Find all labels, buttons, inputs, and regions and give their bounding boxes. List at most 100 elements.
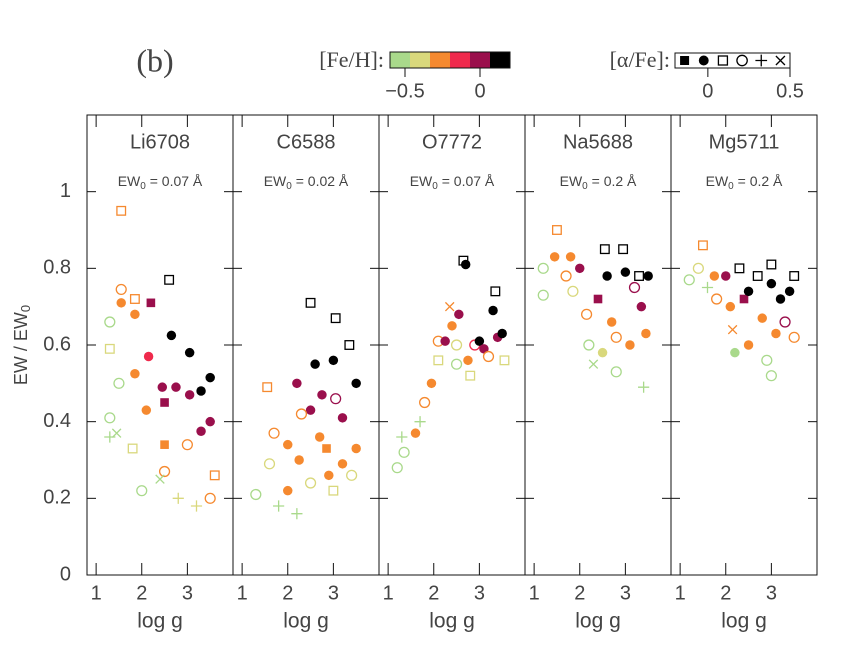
data-point — [610, 331, 622, 343]
data-point — [488, 305, 498, 316]
marker — [499, 355, 510, 366]
alpha-bar-tick-label: 0.5 — [776, 80, 804, 102]
marker — [599, 244, 610, 255]
data-point — [295, 408, 308, 420]
data-point — [643, 271, 653, 281]
marker — [322, 444, 331, 453]
marker — [636, 301, 647, 312]
data-point — [250, 488, 262, 501]
marker — [730, 347, 740, 358]
marker — [317, 390, 327, 400]
data-point — [157, 382, 168, 392]
marker — [426, 378, 437, 389]
marker — [643, 271, 653, 281]
data-point — [190, 500, 203, 512]
marker — [295, 408, 308, 420]
data-point — [766, 259, 777, 270]
data-point — [765, 370, 777, 382]
marker — [351, 378, 361, 389]
data-point — [328, 485, 339, 496]
data-point — [638, 381, 650, 393]
marker — [396, 431, 408, 443]
marker — [610, 366, 622, 378]
marker — [346, 469, 358, 481]
marker — [683, 274, 695, 286]
x-tick-label: 2 — [428, 582, 439, 604]
marker — [701, 281, 714, 294]
data-point — [209, 470, 220, 481]
marker — [310, 359, 320, 369]
marker — [560, 270, 572, 282]
marker — [575, 263, 585, 274]
colorbar-box — [490, 52, 510, 68]
data-point — [351, 443, 361, 454]
data-point — [752, 271, 763, 281]
alpha-legend-marker — [717, 55, 729, 66]
marker — [597, 347, 608, 358]
panel-title: Li6708 — [130, 131, 190, 153]
marker — [721, 271, 731, 281]
data-point — [268, 427, 280, 439]
annotation-text: = 0.2 Å — [734, 173, 783, 189]
data-point — [196, 426, 206, 436]
x-tick-label: 2 — [574, 582, 585, 604]
marker — [734, 263, 745, 274]
data-point — [610, 366, 622, 378]
data-point — [482, 350, 495, 363]
data-point — [606, 317, 617, 327]
data-point — [683, 274, 695, 286]
data-point — [784, 286, 795, 297]
marker — [463, 355, 473, 366]
marker — [537, 262, 549, 274]
alpha-legend-label: [α/Fe]: — [610, 47, 670, 72]
annotation-text: = 0.2 Å — [588, 173, 637, 189]
marker — [166, 330, 177, 341]
data-point — [743, 340, 754, 350]
data-point — [305, 297, 316, 308]
data-point — [779, 316, 791, 328]
data-point — [141, 405, 152, 415]
data-point — [474, 336, 485, 346]
data-point — [196, 386, 206, 396]
data-point — [567, 285, 579, 297]
marker — [184, 347, 195, 358]
marker — [155, 474, 165, 484]
data-point — [351, 378, 361, 389]
marker — [129, 294, 140, 304]
data-point — [344, 340, 355, 350]
data-point — [697, 240, 708, 251]
data-point — [465, 370, 476, 381]
data-point — [113, 377, 125, 389]
marker — [625, 340, 635, 350]
marker — [172, 492, 184, 504]
colorbar-box — [470, 52, 490, 68]
data-point — [419, 396, 431, 409]
data-point — [641, 328, 651, 339]
marker — [727, 324, 738, 335]
data-point — [130, 369, 140, 379]
alpha-legend-marker — [775, 55, 786, 66]
colorbar-frame — [389, 51, 511, 69]
data-point — [410, 428, 421, 438]
marker — [755, 54, 768, 67]
data-point — [160, 440, 169, 449]
annotation-subscript: 0 — [286, 181, 292, 192]
marker — [638, 381, 650, 393]
marker — [283, 439, 293, 450]
panel-title: Na5688 — [563, 131, 633, 153]
data-point — [181, 439, 193, 451]
marker — [789, 271, 800, 281]
data-point — [317, 390, 327, 400]
marker — [104, 316, 116, 328]
y-axis-label-text: EW / EW — [11, 312, 31, 385]
marker — [771, 328, 781, 339]
y-tick-label: 0.4 — [43, 410, 71, 432]
marker — [641, 328, 651, 339]
data-point — [537, 262, 549, 274]
marker — [620, 267, 631, 277]
marker — [775, 294, 786, 304]
marker — [141, 405, 152, 415]
marker — [497, 328, 507, 339]
marker — [779, 316, 791, 328]
data-point — [104, 412, 116, 424]
